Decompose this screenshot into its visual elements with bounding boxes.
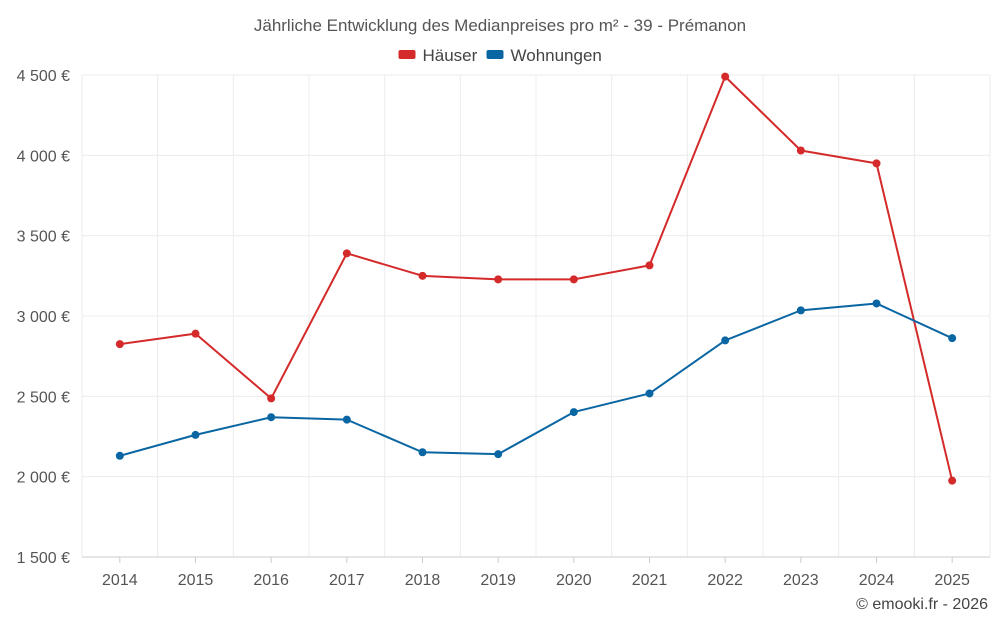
legend-label: Wohnungen xyxy=(511,46,602,65)
data-point-h-user[interactable] xyxy=(267,394,276,403)
y-tick-label: 4 000 € xyxy=(17,148,70,165)
data-point-h-user[interactable] xyxy=(494,275,503,284)
data-point-h-user[interactable] xyxy=(872,159,881,168)
data-point-h-user[interactable] xyxy=(191,329,200,338)
x-tick-label: 2016 xyxy=(253,572,289,589)
data-point-wohnungen[interactable] xyxy=(342,415,351,424)
legend-item-h-user[interactable]: Häuser xyxy=(398,46,478,65)
x-tick-label: 2023 xyxy=(783,572,819,589)
data-point-wohnungen[interactable] xyxy=(418,448,427,457)
x-axis: 2014 2015 2016 2017 2018 2019 2020 2021 2022 2023… xyxy=(102,557,970,589)
x-tick-label: 2015 xyxy=(178,572,214,589)
data-point-h-user[interactable] xyxy=(342,249,351,258)
y-axis: 1 500 € 2 000 € 2 500 € 3 000 € 3 500 € 4 000… xyxy=(17,68,70,567)
y-tick-label: 1 500 € xyxy=(17,550,70,567)
data-point-h-user[interactable] xyxy=(721,72,730,81)
legend-swatch xyxy=(486,50,504,59)
x-tick-label: 2024 xyxy=(859,572,895,589)
data-point-h-user[interactable] xyxy=(569,275,578,284)
series-layer xyxy=(115,72,957,485)
y-tick-label: 2 000 € xyxy=(17,470,70,487)
data-point-wohnungen[interactable] xyxy=(796,306,805,315)
x-tick-label: 2014 xyxy=(102,572,138,589)
x-tick-label: 2018 xyxy=(405,572,441,589)
grid xyxy=(81,74,991,558)
data-point-h-user[interactable] xyxy=(645,261,654,270)
legend-item-wohnungen[interactable]: Wohnungen xyxy=(486,46,602,65)
series-line-h-user xyxy=(119,75,954,481)
y-tick-label: 4 500 € xyxy=(17,68,70,85)
copyright-credit: © emooki.fr - 2026 xyxy=(856,596,988,613)
series-line-wohnungen xyxy=(119,302,953,457)
data-point-h-user[interactable] xyxy=(948,476,957,485)
data-point-wohnungen[interactable] xyxy=(569,408,578,417)
y-tick-label: 2 500 € xyxy=(17,389,70,406)
data-point-wohnungen[interactable] xyxy=(721,336,730,345)
x-tick-label: 2025 xyxy=(934,572,970,589)
x-tick-label: 2017 xyxy=(329,572,365,589)
legend: Häuser Wohnungen xyxy=(398,46,602,65)
data-point-wohnungen[interactable] xyxy=(191,430,200,439)
chart-title: Jährliche Entwicklung des Medianpreises … xyxy=(254,16,746,35)
legend-swatch xyxy=(398,50,416,59)
data-point-h-user[interactable] xyxy=(796,146,805,155)
x-tick-label: 2020 xyxy=(556,572,592,589)
legend-label: Häuser xyxy=(423,46,478,65)
data-point-h-user[interactable] xyxy=(418,271,427,280)
data-point-wohnungen[interactable] xyxy=(115,451,124,460)
data-point-h-user[interactable] xyxy=(115,340,124,349)
y-tick-label: 3 000 € xyxy=(17,309,70,326)
x-tick-label: 2021 xyxy=(632,572,668,589)
data-point-wohnungen[interactable] xyxy=(645,389,654,398)
y-tick-label: 3 500 € xyxy=(17,229,70,246)
data-point-wohnungen[interactable] xyxy=(267,413,276,422)
x-tick-label: 2019 xyxy=(480,572,516,589)
data-point-wohnungen[interactable] xyxy=(494,450,503,459)
x-tick-label: 2022 xyxy=(707,572,743,589)
data-point-wohnungen[interactable] xyxy=(872,299,881,308)
data-point-wohnungen[interactable] xyxy=(948,334,957,343)
